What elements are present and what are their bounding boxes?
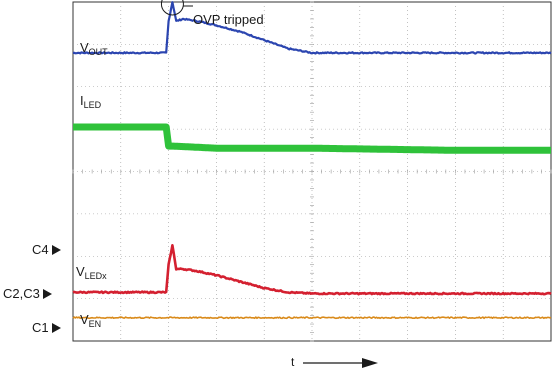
ven-label-sub: EN bbox=[88, 319, 102, 329]
channel-marker-c2c3: C2,C3 bbox=[3, 287, 52, 300]
ovp-annotation-text: OVP tripped bbox=[193, 12, 264, 27]
grid bbox=[72, 1, 552, 342]
right-triangle-icon bbox=[51, 323, 61, 333]
vledx-label-sub: LEDx bbox=[84, 271, 107, 281]
vledx-label-main: V bbox=[76, 264, 85, 279]
channel-marker-c4: C4 bbox=[32, 243, 61, 256]
channel-marker-c1: C1 bbox=[32, 321, 61, 334]
vout-label-sub: OUT bbox=[88, 47, 108, 57]
trace-vledx bbox=[72, 244, 552, 296]
right-triangle-icon bbox=[42, 289, 52, 299]
right-triangle-icon bbox=[51, 245, 61, 255]
time-arrow bbox=[303, 358, 378, 368]
arrow-right-icon bbox=[362, 358, 378, 368]
ven-label-main: V bbox=[80, 312, 89, 327]
trace-vout bbox=[72, 1, 552, 55]
traces bbox=[70, 1, 553, 320]
iled-label-sub: LED bbox=[83, 100, 102, 110]
channel-marker-c2c3-text: C2,C3 bbox=[3, 286, 40, 301]
ovp-callout bbox=[160, 0, 193, 16]
vout-label: VOUT bbox=[80, 41, 108, 57]
vout-label-main: V bbox=[80, 40, 89, 55]
vledx-label: VLEDx bbox=[76, 265, 107, 281]
iled-label: ILED bbox=[80, 94, 101, 110]
ovp-circle bbox=[160, 0, 184, 16]
trace-ven bbox=[72, 316, 552, 320]
ven-label: VEN bbox=[80, 313, 101, 329]
trace-iled bbox=[70, 123, 553, 154]
iled-label-main: I bbox=[80, 93, 84, 108]
channel-marker-c1-text: C1 bbox=[32, 320, 49, 335]
time-axis-label: t bbox=[291, 355, 295, 369]
channel-marker-c4-text: C4 bbox=[32, 242, 49, 257]
